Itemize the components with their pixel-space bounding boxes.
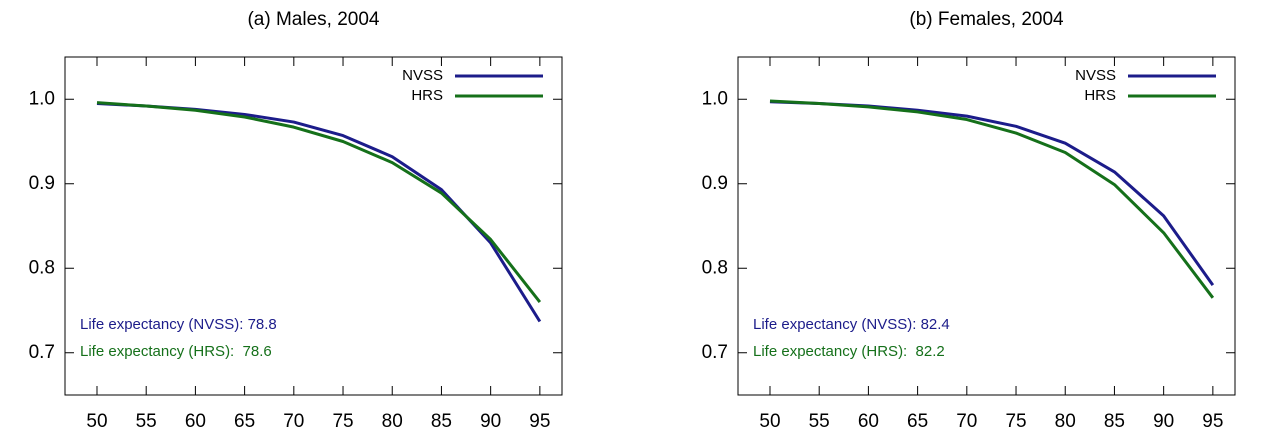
annotation: Life expectancy (NVSS): 82.4 bbox=[753, 316, 950, 333]
x-tick-label: 85 bbox=[431, 411, 452, 432]
x-tick-label: 70 bbox=[283, 411, 304, 432]
annotation: Life expectancy (HRS): 78.6 bbox=[80, 343, 272, 360]
y-tick-label: 0.7 bbox=[702, 342, 728, 363]
legend-label: HRS bbox=[411, 87, 443, 104]
y-tick-label: 0.8 bbox=[29, 257, 55, 278]
chart-title: (a) Males, 2004 bbox=[247, 9, 379, 30]
y-tick-label: 0.9 bbox=[702, 173, 728, 194]
plot-frame bbox=[64, 56, 563, 396]
chart: (b) Females, 2004 0.7 0.8 0.9 1.0 50 55 60 65 70 7… bbox=[702, 9, 1236, 432]
annotation: Life expectancy (NVSS): 78.8 bbox=[80, 316, 277, 333]
series-line bbox=[96, 101, 542, 323]
legend-label: NVSS bbox=[402, 67, 443, 84]
y-tick-label: 1.0 bbox=[29, 88, 55, 109]
x-tick-label: 50 bbox=[759, 411, 780, 432]
y-tick-label: 0.8 bbox=[702, 257, 728, 278]
chart-title: (b) Females, 2004 bbox=[909, 9, 1064, 30]
x-tick-label: 70 bbox=[956, 411, 977, 432]
x-tick-label: 55 bbox=[809, 411, 830, 432]
y-tick-label: 0.7 bbox=[29, 342, 55, 363]
x-tick-label: 75 bbox=[332, 411, 353, 432]
x-tick-label: 50 bbox=[86, 411, 107, 432]
chart: (a) Males, 2004 0.7 0.8 0.9 1.0 50 55 60 65 70 75 8… bbox=[29, 9, 563, 432]
series-line bbox=[769, 100, 1215, 287]
plot-frame bbox=[737, 56, 1236, 396]
y-tick-label: 0.9 bbox=[29, 173, 55, 194]
x-tick-label: 60 bbox=[858, 411, 879, 432]
x-tick-label: 85 bbox=[1104, 411, 1125, 432]
x-tick-label: 90 bbox=[480, 411, 501, 432]
series-line bbox=[96, 101, 542, 303]
series-line bbox=[769, 99, 1215, 299]
x-tick-label: 75 bbox=[1005, 411, 1026, 432]
x-tick-label: 55 bbox=[136, 411, 157, 432]
x-tick-label: 90 bbox=[1153, 411, 1174, 432]
annotation: Life expectancy (HRS): 82.2 bbox=[753, 343, 945, 360]
y-tick-label: 1.0 bbox=[702, 88, 728, 109]
x-tick-label: 65 bbox=[234, 411, 255, 432]
x-tick-label: 60 bbox=[185, 411, 206, 432]
x-tick-label: 95 bbox=[529, 411, 550, 432]
x-tick-label: 95 bbox=[1202, 411, 1223, 432]
legend-label: HRS bbox=[1084, 87, 1116, 104]
legend-label: NVSS bbox=[1075, 67, 1116, 84]
x-tick-label: 80 bbox=[382, 411, 403, 432]
x-tick-label: 80 bbox=[1055, 411, 1076, 432]
x-tick-label: 65 bbox=[907, 411, 928, 432]
